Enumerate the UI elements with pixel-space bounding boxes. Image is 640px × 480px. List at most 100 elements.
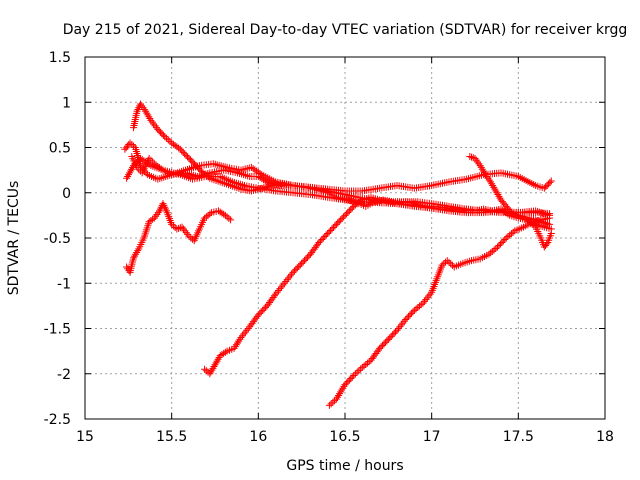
data-point [414, 304, 422, 312]
data-point [259, 306, 267, 314]
data-point [123, 263, 131, 271]
data-point [321, 232, 329, 240]
data-point [221, 211, 229, 219]
data-point [364, 359, 372, 367]
data-point [399, 319, 407, 327]
data-point [501, 236, 509, 244]
data-point [488, 180, 496, 188]
x-axis-label: GPS time / hours [286, 458, 403, 474]
data-point [126, 139, 134, 147]
data-point [140, 105, 148, 113]
data-point [345, 376, 353, 384]
y-tick-label: 0.5 [49, 141, 71, 157]
data-point [127, 167, 135, 175]
data-point [342, 379, 350, 387]
data-point [145, 113, 153, 121]
data-point [466, 153, 474, 161]
x-tick-label: 15.5 [156, 429, 187, 445]
data-point [161, 133, 169, 141]
data-point [412, 305, 420, 313]
data-point [133, 163, 141, 171]
data-point [211, 361, 219, 369]
data-point [393, 326, 401, 334]
data-point [318, 236, 326, 244]
data-point [495, 192, 503, 200]
data-point [149, 215, 157, 223]
data-point [468, 153, 476, 161]
data-point [277, 283, 285, 291]
data-point [295, 262, 303, 270]
data-point [261, 177, 269, 185]
data-point [547, 225, 555, 233]
data-point [238, 332, 246, 340]
data-point [225, 214, 233, 222]
data-point [209, 364, 217, 372]
data-point [327, 400, 335, 408]
data-point [480, 169, 488, 177]
data-point [440, 260, 448, 268]
data-point [147, 156, 155, 164]
data-point [332, 395, 340, 403]
data-point [156, 207, 164, 215]
data-point [336, 390, 344, 398]
data-point [380, 340, 388, 348]
plot-frame [84, 56, 606, 420]
data-point [134, 247, 142, 255]
data-point [296, 261, 304, 269]
data-point [154, 209, 162, 217]
data-point [145, 154, 153, 162]
data-point [292, 265, 300, 273]
data-point [335, 391, 342, 399]
data-point [484, 174, 492, 182]
data-point [235, 337, 243, 345]
data-point [491, 185, 499, 193]
data-point [410, 306, 418, 314]
data-point [298, 259, 306, 267]
data-point [360, 362, 368, 370]
data-point [132, 250, 140, 258]
data-point [351, 370, 359, 378]
x-tick-label: 17 [423, 429, 441, 445]
data-point [499, 237, 507, 245]
data-point [471, 154, 479, 162]
data-point [322, 231, 330, 239]
data-point [329, 398, 337, 406]
data-point [426, 290, 434, 298]
data-point [157, 165, 165, 173]
data-point [357, 365, 365, 373]
data-point [124, 172, 132, 180]
data-point [479, 167, 487, 175]
data-point [128, 165, 136, 173]
data-point [213, 357, 221, 365]
data-point [143, 109, 151, 117]
data-point [260, 305, 268, 313]
data-point [489, 182, 497, 190]
data-point [182, 151, 190, 159]
data-point [494, 243, 502, 251]
data-point [202, 367, 210, 375]
data-point [243, 326, 251, 334]
data-point [341, 381, 349, 389]
data-point [128, 140, 136, 148]
data-point [402, 315, 410, 323]
data-point [178, 147, 186, 155]
data-point [160, 201, 168, 209]
data-point [327, 226, 335, 234]
data-point [133, 107, 141, 115]
data-point [150, 214, 158, 222]
x-tick-label: 16 [249, 429, 267, 445]
data-point [476, 162, 484, 170]
data-point [206, 370, 214, 378]
data-point [144, 111, 152, 119]
data-point [472, 156, 480, 164]
data-point [138, 102, 146, 110]
series-track-8 [128, 153, 554, 219]
axis-ticks: 15 15.5 16 16.5 17 17.5 18 1.5 1 0.5 0 -0.5 -1 -1.5 -2… [44, 50, 614, 445]
data-point [546, 178, 554, 186]
data-point [325, 401, 333, 409]
data-point [241, 328, 249, 336]
series-track-6 [325, 214, 554, 409]
data-point [342, 210, 350, 218]
data-point [445, 258, 453, 266]
data-point [386, 334, 394, 342]
